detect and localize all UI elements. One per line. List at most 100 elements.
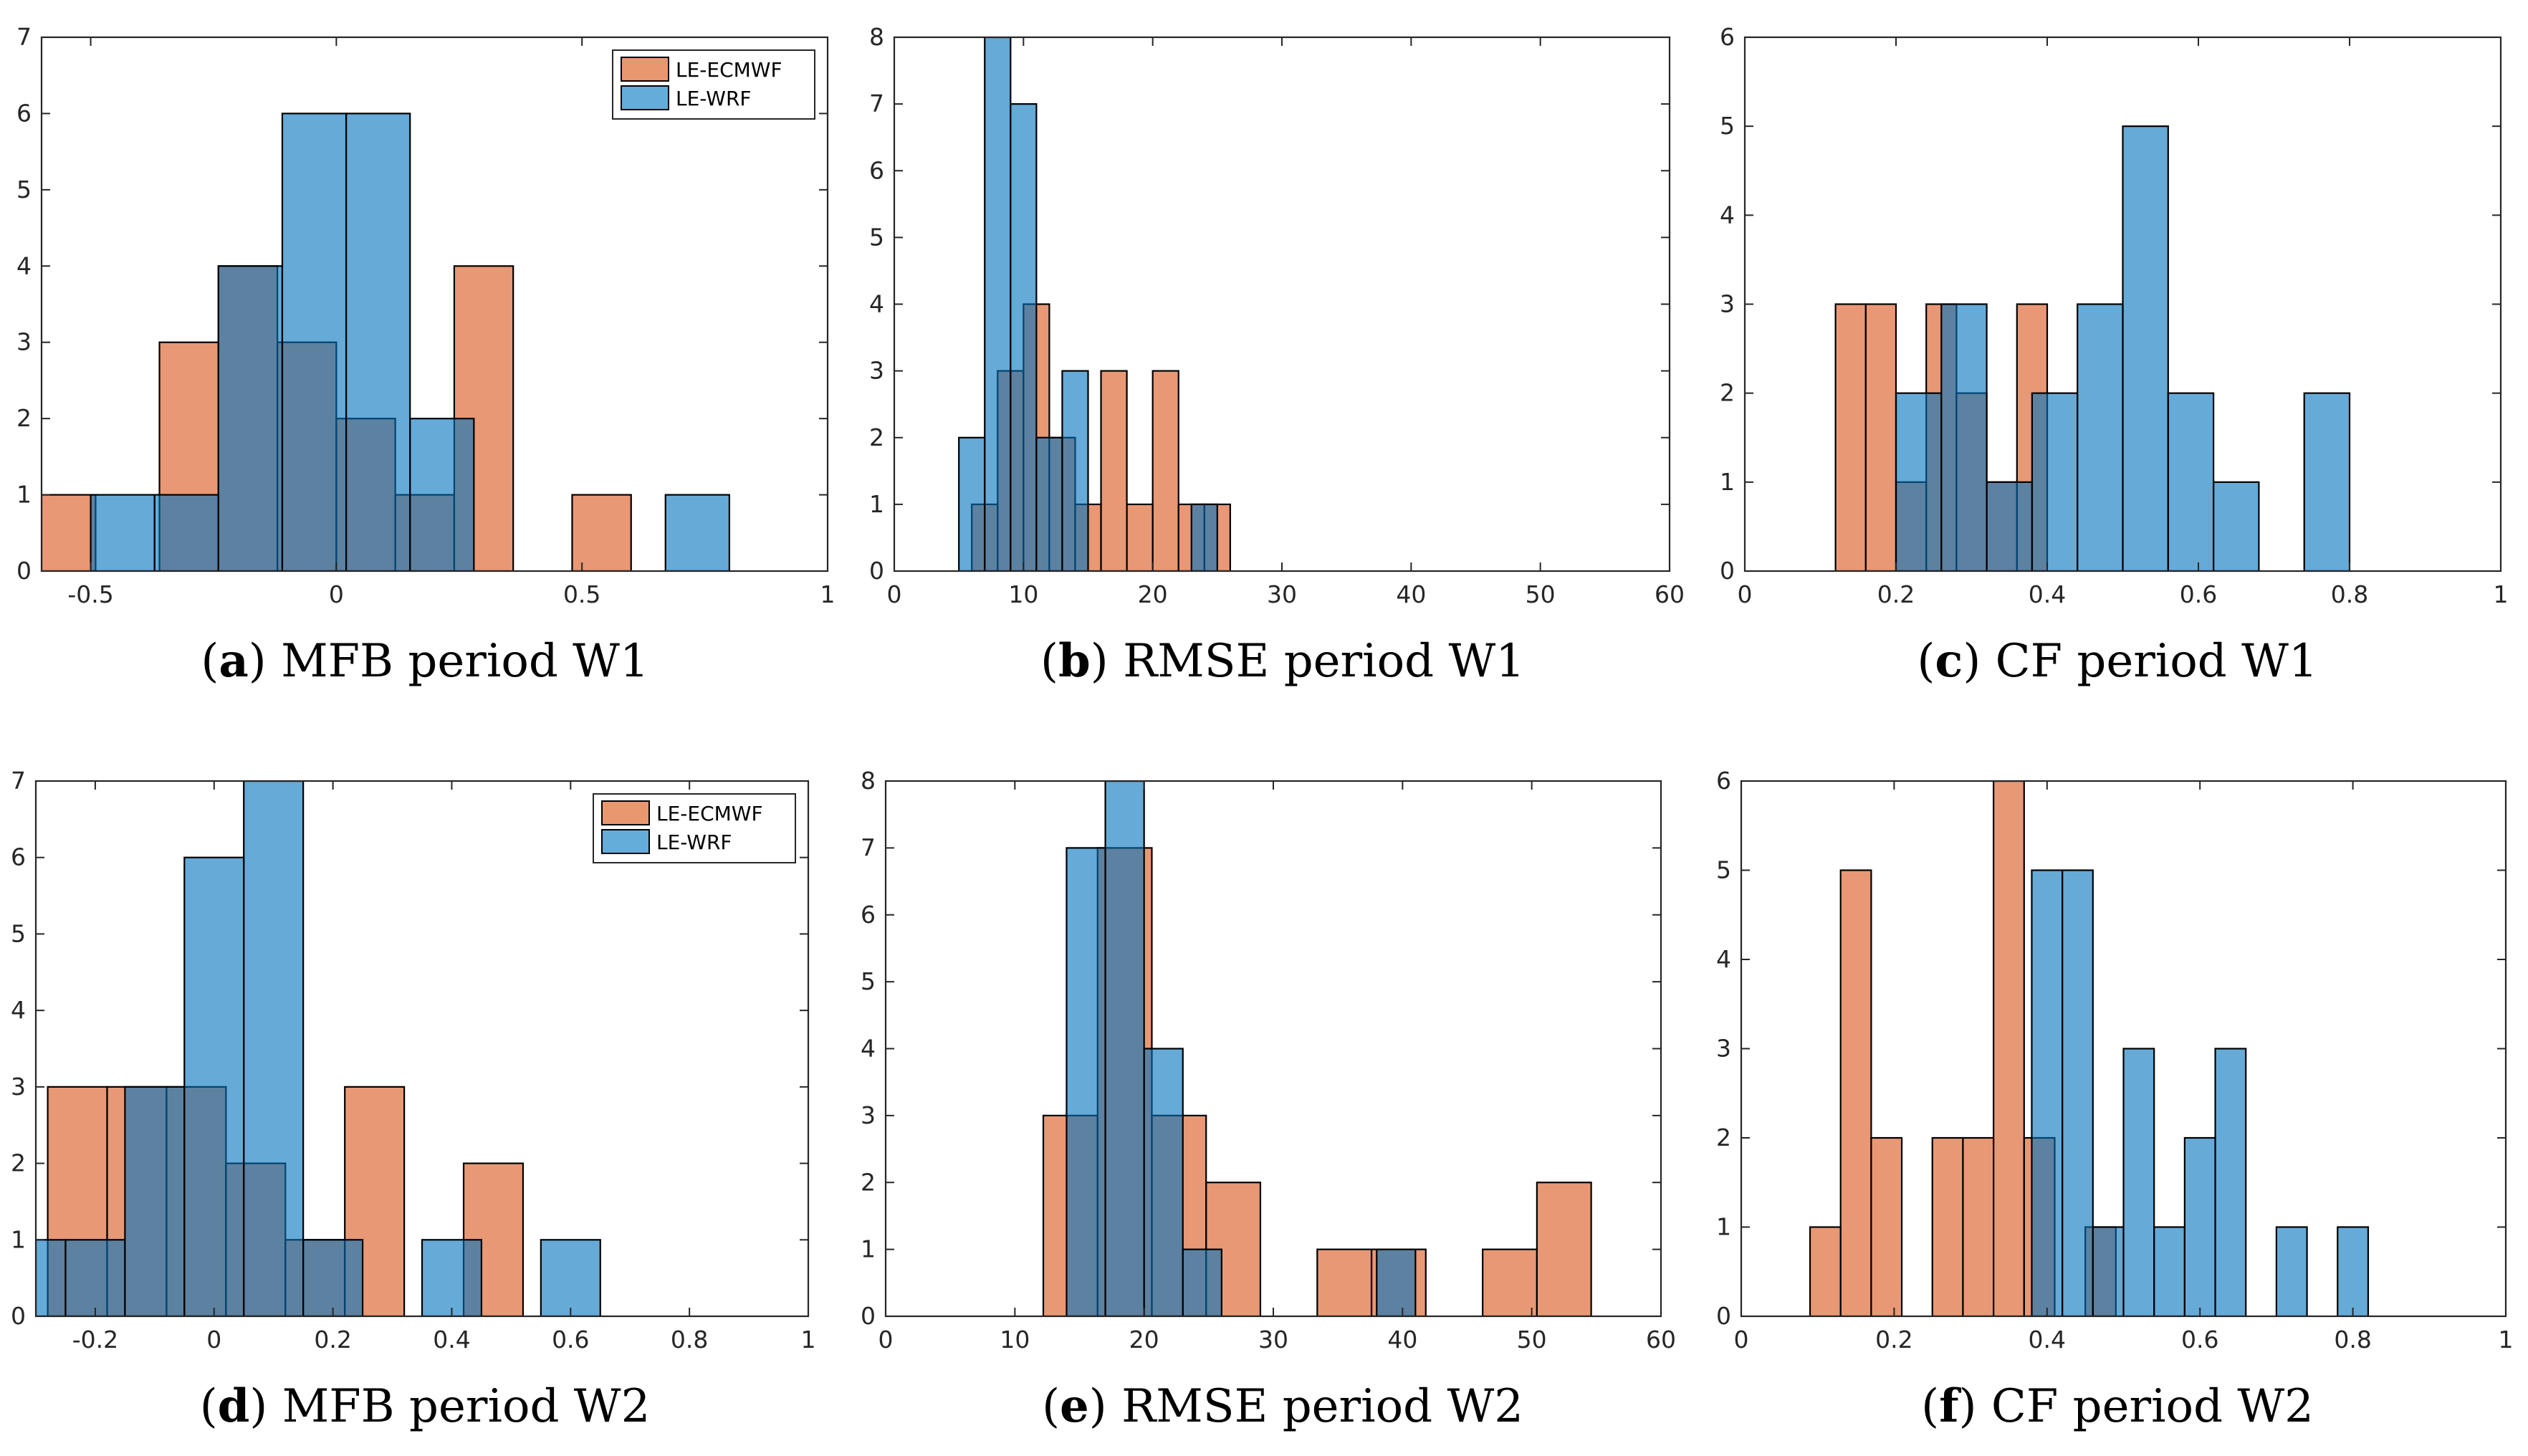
bar-wrf-3 xyxy=(183,856,245,1316)
bars xyxy=(1042,781,1592,1316)
y-tick-label: 6 xyxy=(1716,767,1731,795)
bar-wrf-0 xyxy=(36,1239,67,1316)
panel-c-cf-w1: 0 0.2 0.4 0.6 0.8 1 0 1 2 3 4 5 6 xyxy=(1720,23,2509,608)
y-tick-label: 3 xyxy=(869,357,884,385)
y-tick-label: 3 xyxy=(1720,290,1735,318)
bar-wrf-0 xyxy=(2031,869,2064,1316)
bar-wrf-2 xyxy=(124,1086,186,1316)
caption-e: (e) RMSE period W2 xyxy=(1042,1379,1523,1433)
bar-wrf-2 xyxy=(1986,481,2034,571)
bar-wrf-7 xyxy=(2213,481,2260,571)
bar-ecmwf-7 xyxy=(1536,1182,1592,1316)
x-tick-label: 0.8 xyxy=(2331,580,2368,608)
y-tick-label: 7 xyxy=(16,23,32,51)
x-tick-label: 1 xyxy=(2499,1326,2514,1354)
panel-f-cf-w2: 0 0.2 0.4 0.6 0.8 1 0 1 2 3 4 5 6 xyxy=(1716,767,2514,1354)
y-tick-label: 1 xyxy=(869,490,884,518)
bar-wrf-5 xyxy=(302,1239,364,1316)
y-tick-label: 1 xyxy=(11,1225,26,1253)
panel-d-mfb-w2: -0.2 0 0.2 0.4 0.6 0.8 1 0 1 2 3 4 5 6 7 LE-ECMWF LE-WRF xyxy=(11,767,816,1354)
bar-wrf-0 xyxy=(958,436,986,571)
caption-c: (c) CF period W1 xyxy=(1917,634,2318,688)
y-tick-label: 6 xyxy=(861,901,876,929)
x-tick-label: -0.5 xyxy=(67,580,113,608)
bar-wrf-3 xyxy=(1182,1248,1222,1316)
bar-wrf-0 xyxy=(1895,392,1943,571)
bar-wrf-5 xyxy=(2122,125,2169,571)
x-tick-label: 0.2 xyxy=(314,1326,351,1354)
x-tick-label: 10 xyxy=(1008,580,1038,608)
y-tick-label: 8 xyxy=(861,767,876,795)
y-tick-label: 1 xyxy=(1716,1213,1731,1241)
y-tick-label: 8 xyxy=(869,23,884,51)
bar-wrf-6 xyxy=(2214,1048,2247,1316)
bar-wrf-4 xyxy=(345,112,411,571)
y-tick-label: 6 xyxy=(869,156,884,184)
y-tick-label: 5 xyxy=(861,967,876,995)
bars xyxy=(1834,125,2351,571)
x-tick-label: 0.8 xyxy=(671,1326,708,1354)
y-tick-label: 0 xyxy=(869,557,884,585)
y-tick-label: 4 xyxy=(16,252,32,279)
y-tick-label: 0 xyxy=(1716,1302,1731,1330)
y-tick-label: 4 xyxy=(1716,945,1731,973)
legend-label: LE-WRF xyxy=(676,87,752,110)
y-tick-label: 0 xyxy=(1720,557,1735,585)
y-tick-label: 7 xyxy=(869,90,884,118)
bar-wrf-6 xyxy=(2167,392,2215,571)
legend-swatch-ecmwf xyxy=(601,800,650,825)
y-tick-label: 0 xyxy=(861,1302,876,1330)
y-tick-label: 4 xyxy=(869,290,884,318)
panel-a-mfb-w1: -0.5 0 0.5 1 0 1 2 3 4 5 6 7 LE-ECMWF LE-WRF xyxy=(16,23,836,608)
legend-swatch-wrf xyxy=(621,85,669,110)
x-tick-label: 0.8 xyxy=(2334,1326,2371,1354)
bar-wrf-6 xyxy=(421,1239,483,1316)
bar-wrf-4 xyxy=(2077,303,2124,571)
x-tick-label: 0 xyxy=(878,1326,894,1354)
bar-ecmwf-3 xyxy=(1931,1136,1964,1316)
x-tick-label: 1 xyxy=(2494,580,2509,608)
y-tick-label: 6 xyxy=(11,843,26,871)
bars xyxy=(36,781,601,1316)
y-tick-label: 3 xyxy=(861,1101,876,1129)
x-tick-label: 0.6 xyxy=(552,1326,589,1354)
bar-wrf-7 xyxy=(2275,1226,2308,1316)
bar-wrf-2 xyxy=(1143,1048,1184,1316)
bar-ecmwf-4 xyxy=(1962,1136,1995,1316)
bar-wrf-2 xyxy=(1010,103,1038,571)
legend-swatch-wrf xyxy=(601,829,650,854)
bar-wrf-1 xyxy=(1940,303,1988,571)
bar-wrf-1 xyxy=(2062,869,2094,1316)
x-tick-label: 0.4 xyxy=(2029,580,2066,608)
y-tick-label: 1 xyxy=(1720,468,1735,496)
x-tick-label: 30 xyxy=(1258,1326,1288,1354)
x-tick-label: 10 xyxy=(1000,1326,1030,1354)
bar-wrf-4 xyxy=(243,781,305,1316)
bar-wrf-1 xyxy=(64,1239,126,1316)
bar-ecmwf-2 xyxy=(1870,1136,1903,1316)
caption-b: (b) RMSE period W1 xyxy=(1040,634,1525,688)
bar-wrf-3 xyxy=(2031,392,2079,571)
y-tick-label: 4 xyxy=(11,996,26,1024)
bar-wrf-5 xyxy=(1190,503,1218,571)
x-tick-label: 50 xyxy=(1526,580,1556,608)
bar-wrf-4 xyxy=(1376,1248,1417,1316)
y-tick-label: 4 xyxy=(861,1035,876,1063)
bar-ecmwf-7 xyxy=(571,494,632,571)
y-tick-label: 7 xyxy=(11,767,26,795)
x-tick-label: 20 xyxy=(1129,1326,1159,1354)
bars xyxy=(42,112,730,571)
x-tick-label: 40 xyxy=(1396,580,1426,608)
bar-wrf-3 xyxy=(2122,1048,2155,1316)
x-tick-label: 0 xyxy=(1734,1326,1749,1354)
x-tick-label: -0.2 xyxy=(72,1326,118,1354)
y-tick-label: 2 xyxy=(861,1168,876,1196)
axes-box xyxy=(40,36,829,573)
y-tick-label: 2 xyxy=(1716,1124,1731,1151)
x-tick-label: 0 xyxy=(206,1326,221,1354)
x-tick-label: 0.5 xyxy=(563,580,600,608)
y-tick-label: 6 xyxy=(16,99,32,127)
bar-wrf-6 xyxy=(664,494,730,571)
legend: LE-ECMWF LE-WRF xyxy=(593,793,796,863)
